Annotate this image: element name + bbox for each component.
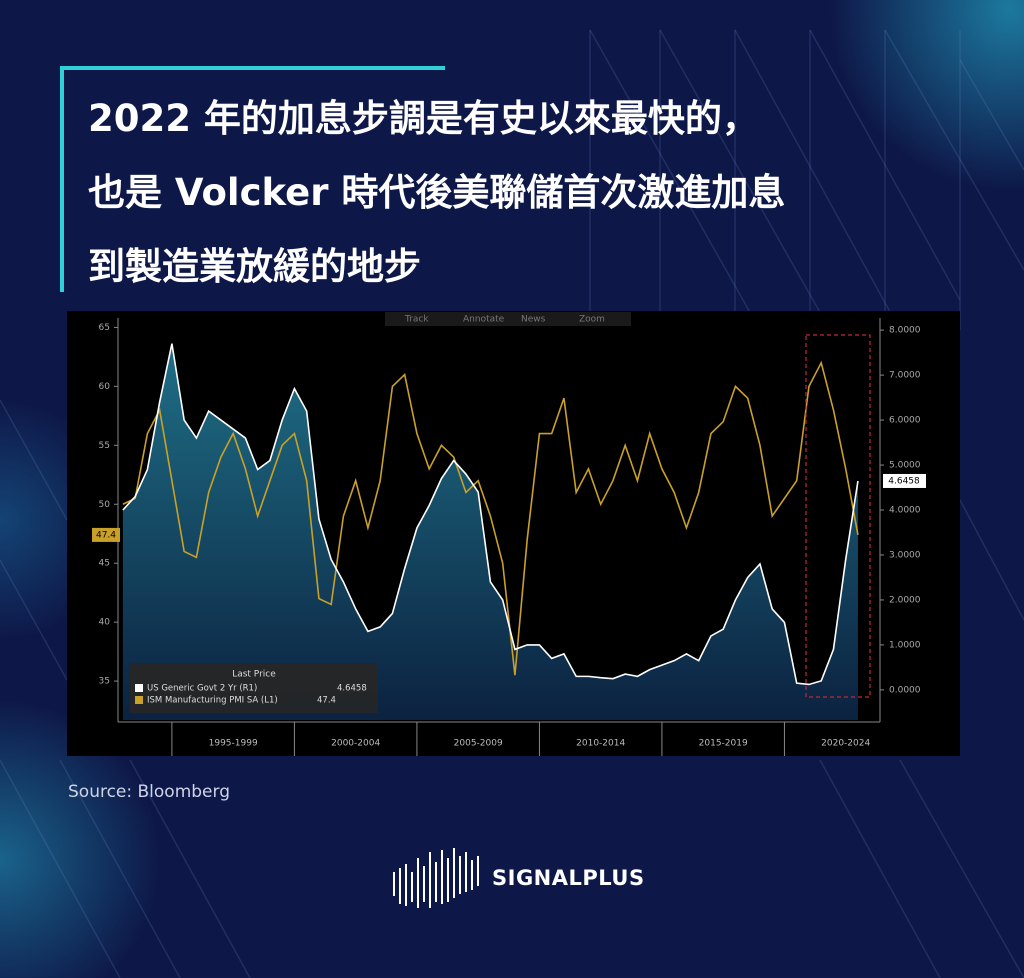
legend [130,663,378,713]
legend-swatch [135,696,143,704]
toolbar-button: Zoom [579,315,605,325]
last-value-box [883,473,926,488]
legend-value: 47.4 [317,696,336,706]
last-value-label: 4.6458 [888,476,920,486]
x-tick-label: 2020-2024 [821,739,870,749]
chart: Track Annotate News Zoom 35 40 45 50 55 60 65 0.000… [67,311,960,756]
title-line: 2022 年的加息步調是有史以來最快的， [88,97,759,140]
y-tick-label: 40 [99,618,111,628]
title-bracket [60,66,445,292]
y2-tick-label: 4.0000 [889,506,921,516]
source: Source: Bloomberg [68,782,230,802]
legend-label: US Generic Govt 2 Yr (R1) [147,684,257,694]
legend-title: Last Price [232,670,276,680]
x-tick-label: 2000-2004 [331,739,380,749]
x-tick-label: 1995-1999 [209,739,258,749]
legend-label: ISM Manufacturing PMI SA (L1) [147,696,278,706]
y-tick-label: 45 [99,559,110,569]
y2-tick-label: 1.0000 [889,640,921,650]
x-tick-label: 2015-2019 [699,739,748,749]
y2-tick-label: 2.0000 [889,595,921,605]
y-tick-label: 60 [99,382,111,392]
toolbar-button: News [521,315,546,325]
last-value-label: 47.4 [96,530,116,540]
y2-tick-label: 8.0000 [889,326,921,336]
x-tick-label: 2010-2014 [576,739,625,749]
brand-logo [393,848,479,908]
y-tick-label: 55 [99,441,110,451]
x-tick-label: 2005-2009 [454,739,503,749]
y2-tick-label: 0.0000 [889,685,921,695]
title-line: 到製造業放緩的地步 [88,245,421,288]
toolbar-button: Annotate [463,315,505,325]
y2-tick-label: 7.0000 [889,371,921,381]
y2-tick-label: 3.0000 [889,550,921,560]
y-tick-label: 50 [99,500,111,510]
brand-name: SIGNALPLUS [492,866,645,890]
toolbar [385,312,631,326]
title: 2022 年的加息步調是有史以來最快的， 也是 Volcker 時代後美聯儲首次… [88,82,785,304]
legend-value: 4.6458 [337,684,367,694]
y2-tick-label: 6.0000 [889,416,921,426]
toolbar-button: Track [404,315,429,325]
area [122,343,858,720]
line [122,360,859,676]
last-value-box [92,527,120,542]
y-tick-label: 35 [99,677,110,687]
y2-tick-label: 5.0000 [889,461,921,471]
legend-swatch [135,684,143,692]
y-tick-label: 65 [99,323,110,333]
line [122,343,859,686]
title-line: 也是 Volcker 時代後美聯儲首次激進加息 [88,171,786,214]
highlight-box [805,334,871,698]
